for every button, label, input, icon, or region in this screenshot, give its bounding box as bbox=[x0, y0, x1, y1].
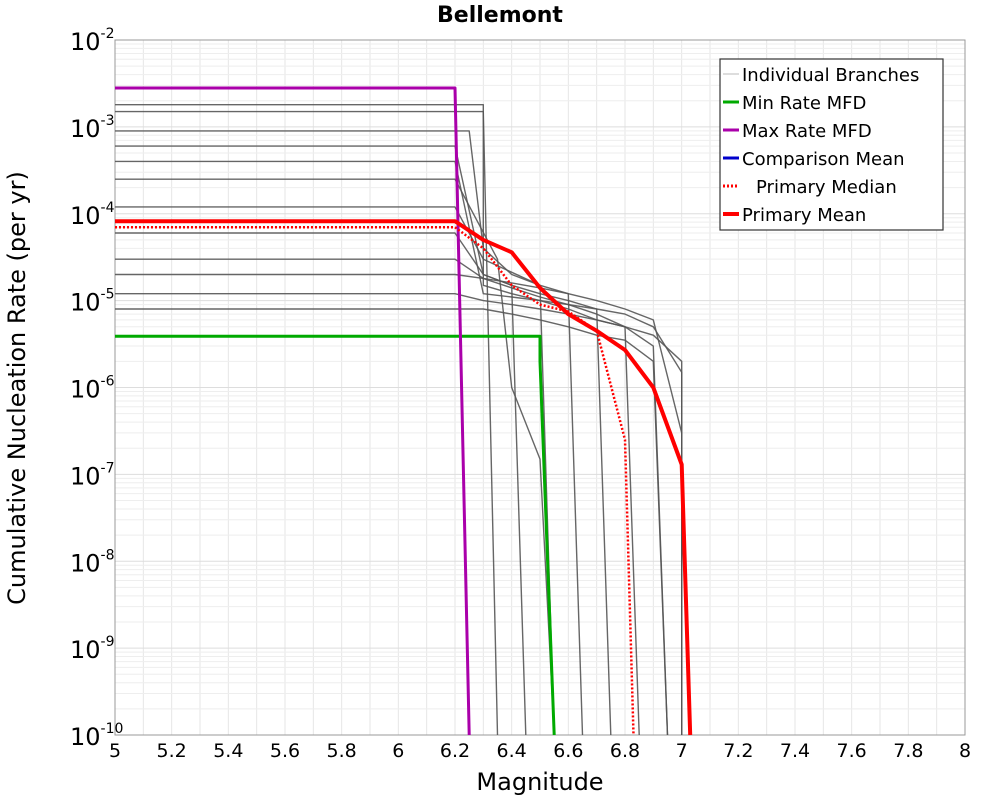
legend-label: Comparison Mean bbox=[742, 149, 905, 170]
x-tick-label: 6.4 bbox=[497, 740, 527, 762]
x-tick-label: 7.8 bbox=[893, 740, 923, 762]
x-tick-label: 5.6 bbox=[270, 740, 300, 762]
legend-label: Individual Branches bbox=[742, 65, 919, 86]
y-tick-label: 10-9 bbox=[70, 634, 115, 664]
x-axis-label: Magnitude bbox=[476, 768, 603, 796]
y-tick-label: 10-8 bbox=[70, 547, 115, 577]
legend-label: Primary Median bbox=[756, 177, 897, 198]
primary-mean-line bbox=[115, 219, 693, 736]
legend-label: Primary Mean bbox=[742, 205, 866, 226]
x-tick-label: 5.8 bbox=[327, 740, 357, 762]
branch-line bbox=[115, 178, 555, 736]
x-tick-label: 8 bbox=[959, 740, 971, 762]
x-tick-label: 6.2 bbox=[440, 740, 470, 762]
min-rate-mfd-line bbox=[115, 334, 556, 736]
branch-line bbox=[115, 103, 669, 736]
branch-line bbox=[115, 258, 640, 736]
x-tick-label: 6.8 bbox=[610, 740, 640, 762]
branch-line bbox=[115, 206, 555, 736]
x-tick-layer: 5 5.2 5.4 5.6 5.8 6 6.2 6.4 6.6 6.8 7 7.2 7.4 7.6 7.8 8 bbox=[109, 740, 971, 762]
x-tick-label: 6 bbox=[392, 740, 404, 762]
legend-label: Max Rate MFD bbox=[742, 121, 872, 142]
chart-title: Bellemont bbox=[437, 3, 563, 28]
branch-line bbox=[115, 273, 683, 735]
legend: Individual Branches Min Rate MFD Max Rate … bbox=[719, 58, 944, 231]
x-tick-label: 7 bbox=[676, 740, 688, 762]
x-tick-label: 5.4 bbox=[213, 740, 243, 762]
x-tick-label: 7.6 bbox=[837, 740, 867, 762]
x-tick-label: 7.2 bbox=[723, 740, 753, 762]
y-tick-label: 10-6 bbox=[70, 374, 115, 404]
branch-line bbox=[115, 110, 499, 736]
max-rate-mfd-line bbox=[115, 86, 471, 736]
y-tick-label: 10-3 bbox=[70, 113, 115, 143]
y-tick-label: 10-10 bbox=[70, 721, 123, 751]
y-tick-label: 10-4 bbox=[70, 200, 115, 230]
y-tick-label: 10-7 bbox=[70, 460, 115, 490]
x-tick-label: 5.2 bbox=[157, 740, 187, 762]
y-axis-label: Cumulative Nucleation Rate (per yr) bbox=[3, 171, 31, 605]
plot-frame bbox=[114, 39, 966, 736]
y-tick-label: 10-5 bbox=[70, 287, 115, 317]
x-tick-label: 7.4 bbox=[780, 740, 810, 762]
x-tick-label: 6.6 bbox=[553, 740, 583, 762]
series-layer bbox=[115, 86, 693, 736]
branch-line bbox=[115, 308, 669, 736]
legend-box bbox=[719, 58, 944, 231]
y-tick-layer: 10-2 10-3 10-4 10-5 10-6 10-7 10-8 10-9 10-10 bbox=[70, 26, 123, 751]
legend-label: Min Rate MFD bbox=[742, 93, 866, 114]
y-tick-label: 10-2 bbox=[70, 26, 115, 56]
primary-median-line bbox=[115, 225, 635, 736]
x-tick-label: 5 bbox=[109, 740, 121, 762]
